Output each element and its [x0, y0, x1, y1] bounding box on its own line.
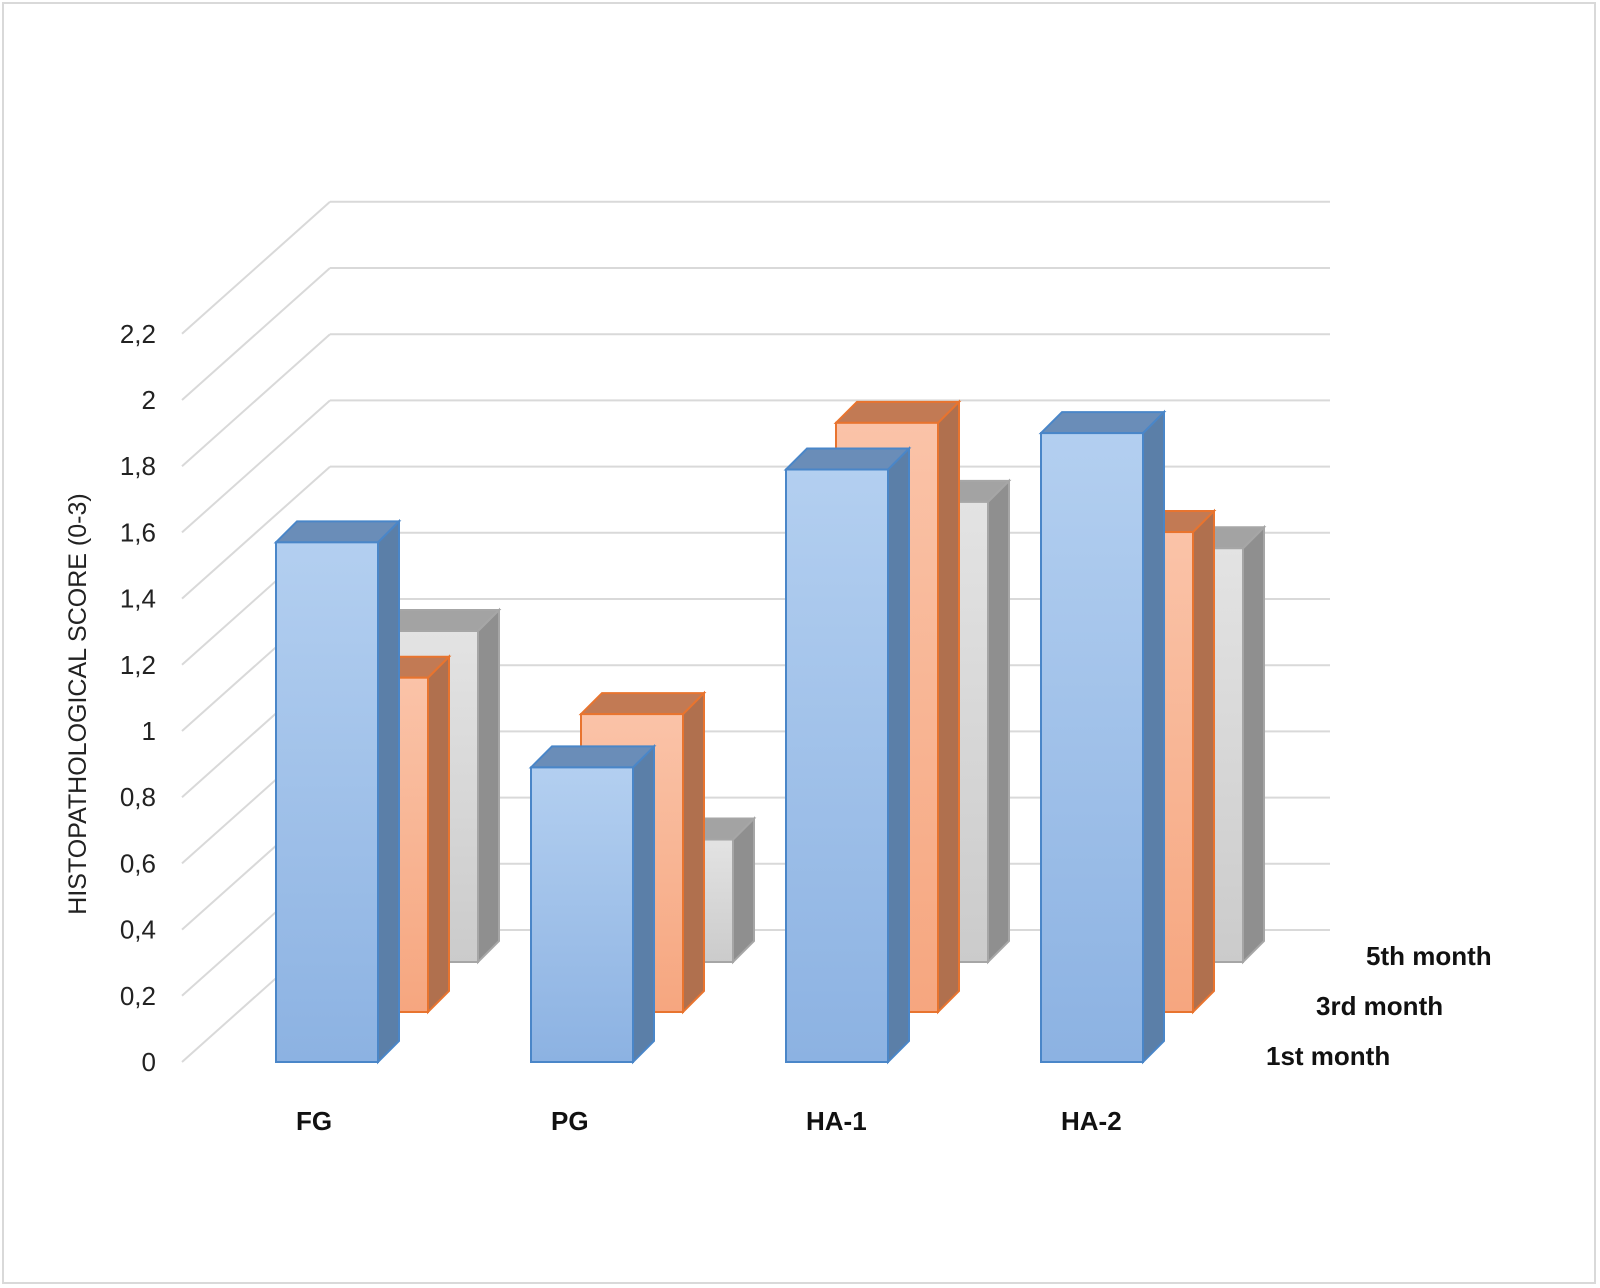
bar-side-face	[1142, 409, 1165, 1065]
bar-front-face	[530, 766, 634, 1063]
y-axis-ticks: 0 0,2 0,4 0,6 0,8 1 1,2 1,4 1,6 1,8 2 2,2	[120, 319, 156, 1077]
y-tick-label: 1	[142, 716, 156, 746]
category-label: HA-2	[1061, 1106, 1122, 1136]
bar-top-face	[783, 447, 912, 471]
gridline-diagonal	[181, 333, 331, 467]
bar-side-face	[937, 399, 960, 1015]
bar-side-face	[682, 690, 705, 1015]
bar-top-face	[1038, 411, 1167, 435]
bar-HA-1-1	[783, 446, 912, 1065]
y-axis-label: HISTOPATHOLOGICAL SCORE (0-3)	[64, 493, 92, 914]
bar-side-face	[987, 478, 1010, 965]
category-label: PG	[551, 1106, 589, 1136]
y-tick-label: 1,6	[120, 517, 156, 547]
bar-side-face	[377, 518, 400, 1065]
category-label: FG	[296, 1106, 332, 1136]
y-tick-label: 1,8	[120, 451, 156, 481]
bar-side-face	[477, 607, 500, 965]
bar-top-face	[578, 692, 707, 716]
y-tick-label: 0,2	[120, 981, 156, 1011]
x-axis-categories: FG PG HA-1 HA-2	[296, 1106, 1122, 1136]
y-tick-label: 1,2	[120, 650, 156, 680]
bar-side-face	[1192, 508, 1215, 1015]
y-tick-label: 1,4	[120, 584, 156, 614]
bar-side-face	[887, 446, 910, 1065]
series-label: 5th month	[1366, 941, 1492, 971]
bar-PG-1	[528, 743, 657, 1065]
category-label: HA-1	[806, 1106, 867, 1136]
y-tick-label: 0,4	[120, 915, 156, 945]
gridline-diagonal	[181, 465, 331, 600]
bar-HA-2-1	[1038, 409, 1167, 1065]
y-tick-label: 0	[142, 1047, 156, 1077]
bar-front-face	[1040, 432, 1144, 1064]
bar-side-face	[427, 654, 450, 1015]
bar-FG-1	[273, 518, 402, 1065]
series-labels: 1st month 3rd month 5th month	[1266, 941, 1492, 1071]
y-tick-label: 2,2	[120, 319, 156, 349]
bar-chart-3d: 0 0,2 0,4 0,6 0,8 1 1,2 1,4 1,6 1,8 2 2,2 HISTOPATH…	[64, 200, 1492, 1136]
bar-front-face	[275, 541, 379, 1063]
bar-front-face	[785, 468, 889, 1063]
bar-top-face	[528, 745, 657, 769]
bar-side-face	[732, 816, 755, 965]
series-label: 3rd month	[1316, 991, 1443, 1021]
bar-side-face	[1242, 524, 1265, 965]
bar-top-face	[273, 520, 402, 544]
bars	[273, 399, 1267, 1065]
y-tick-label: 0,6	[120, 848, 156, 878]
y-tick-label: 2	[142, 385, 156, 415]
gridline-diagonal	[181, 399, 331, 534]
y-tick-label: 0,8	[120, 782, 156, 812]
gridline-diagonal	[181, 267, 331, 401]
gridline-diagonal	[181, 201, 331, 335]
bar-side-face	[632, 743, 655, 1065]
bar-top-face	[833, 400, 962, 424]
series-label: 1st month	[1266, 1041, 1390, 1071]
